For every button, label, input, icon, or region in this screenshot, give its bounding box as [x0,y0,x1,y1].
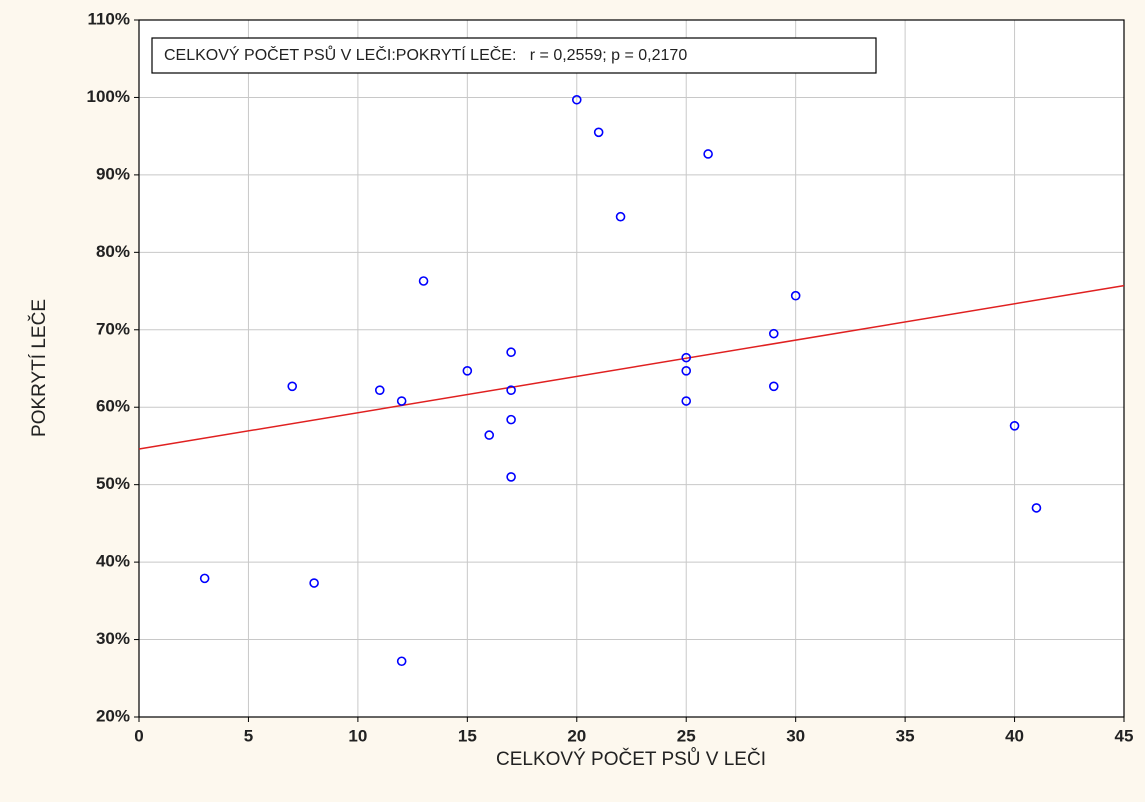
point [396,656,407,667]
point [1031,503,1042,513]
x-tick-label: 30 [786,726,805,745]
y-tick-label: 30% [96,629,130,648]
y-tick-label: 40% [96,552,130,571]
y-tick-label: 20% [96,706,130,725]
y-tick-label: 100% [87,87,130,106]
point [768,328,779,339]
point [396,396,407,406]
point [418,276,429,286]
annotation: CELKOVÝ POČET PSŮ V LEČI:POKRYTÍ LEČE: r… [164,45,687,64]
point [790,290,801,301]
x-tick-label: 45 [1115,726,1134,745]
point [1009,421,1020,431]
x-tick-label: 15 [458,726,477,745]
point [199,573,210,584]
point [506,414,516,425]
point [506,385,516,395]
y-tick-label: 110% [87,9,130,28]
trend-line [138,284,1125,450]
x-tick-label: 0 [134,726,143,745]
x-tick-label: 25 [677,726,696,745]
x-tick-label: 5 [244,726,253,745]
x-tick-label: 20 [567,726,586,745]
y-tick-label: 90% [96,164,130,183]
x-axis-label: CELKOVÝ POČET PSŮ V LEČI [496,748,766,770]
point [681,352,692,363]
x-tick-label: 10 [348,726,367,745]
point [287,381,298,392]
point [703,149,713,159]
point [615,211,626,222]
y-tick-label: 60% [96,397,130,416]
y-tick-label: 50% [96,474,130,493]
annotation-box [151,37,877,74]
plot-frame [138,19,1125,718]
y-axis-label: POKRYTÍ LEČE [28,299,50,437]
y-tick-label: 70% [96,319,130,338]
x-tick-label: 40 [1005,726,1024,745]
point [681,396,692,406]
point [593,127,604,138]
point [506,472,516,482]
point [571,94,582,105]
point [506,347,516,358]
point [374,385,385,395]
y-tick-label: 80% [96,242,130,261]
point [484,430,495,440]
x-tick-label: 35 [896,726,915,745]
point [681,366,692,376]
point [768,381,779,392]
point [309,578,319,588]
plot-area [139,20,1124,717]
point [462,366,473,376]
